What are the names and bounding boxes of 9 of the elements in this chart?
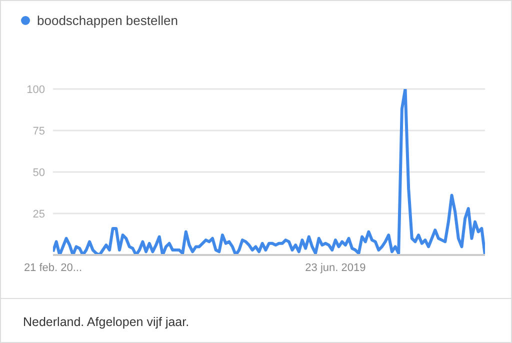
legend-label: boodschappen bestellen xyxy=(37,13,178,28)
y-tick-label: 25 xyxy=(32,208,45,220)
x-tick-label: 23 jun. 2019 xyxy=(305,262,366,274)
line-series xyxy=(53,89,485,255)
y-tick-label: 100 xyxy=(26,84,45,96)
y-tick-label: 50 xyxy=(32,166,45,179)
text: Nederland. Afgelopen vijf jaar. xyxy=(23,315,190,329)
x-tick-label: 21 feb. 20... xyxy=(24,262,82,274)
y-tick-label: 75 xyxy=(32,125,45,138)
